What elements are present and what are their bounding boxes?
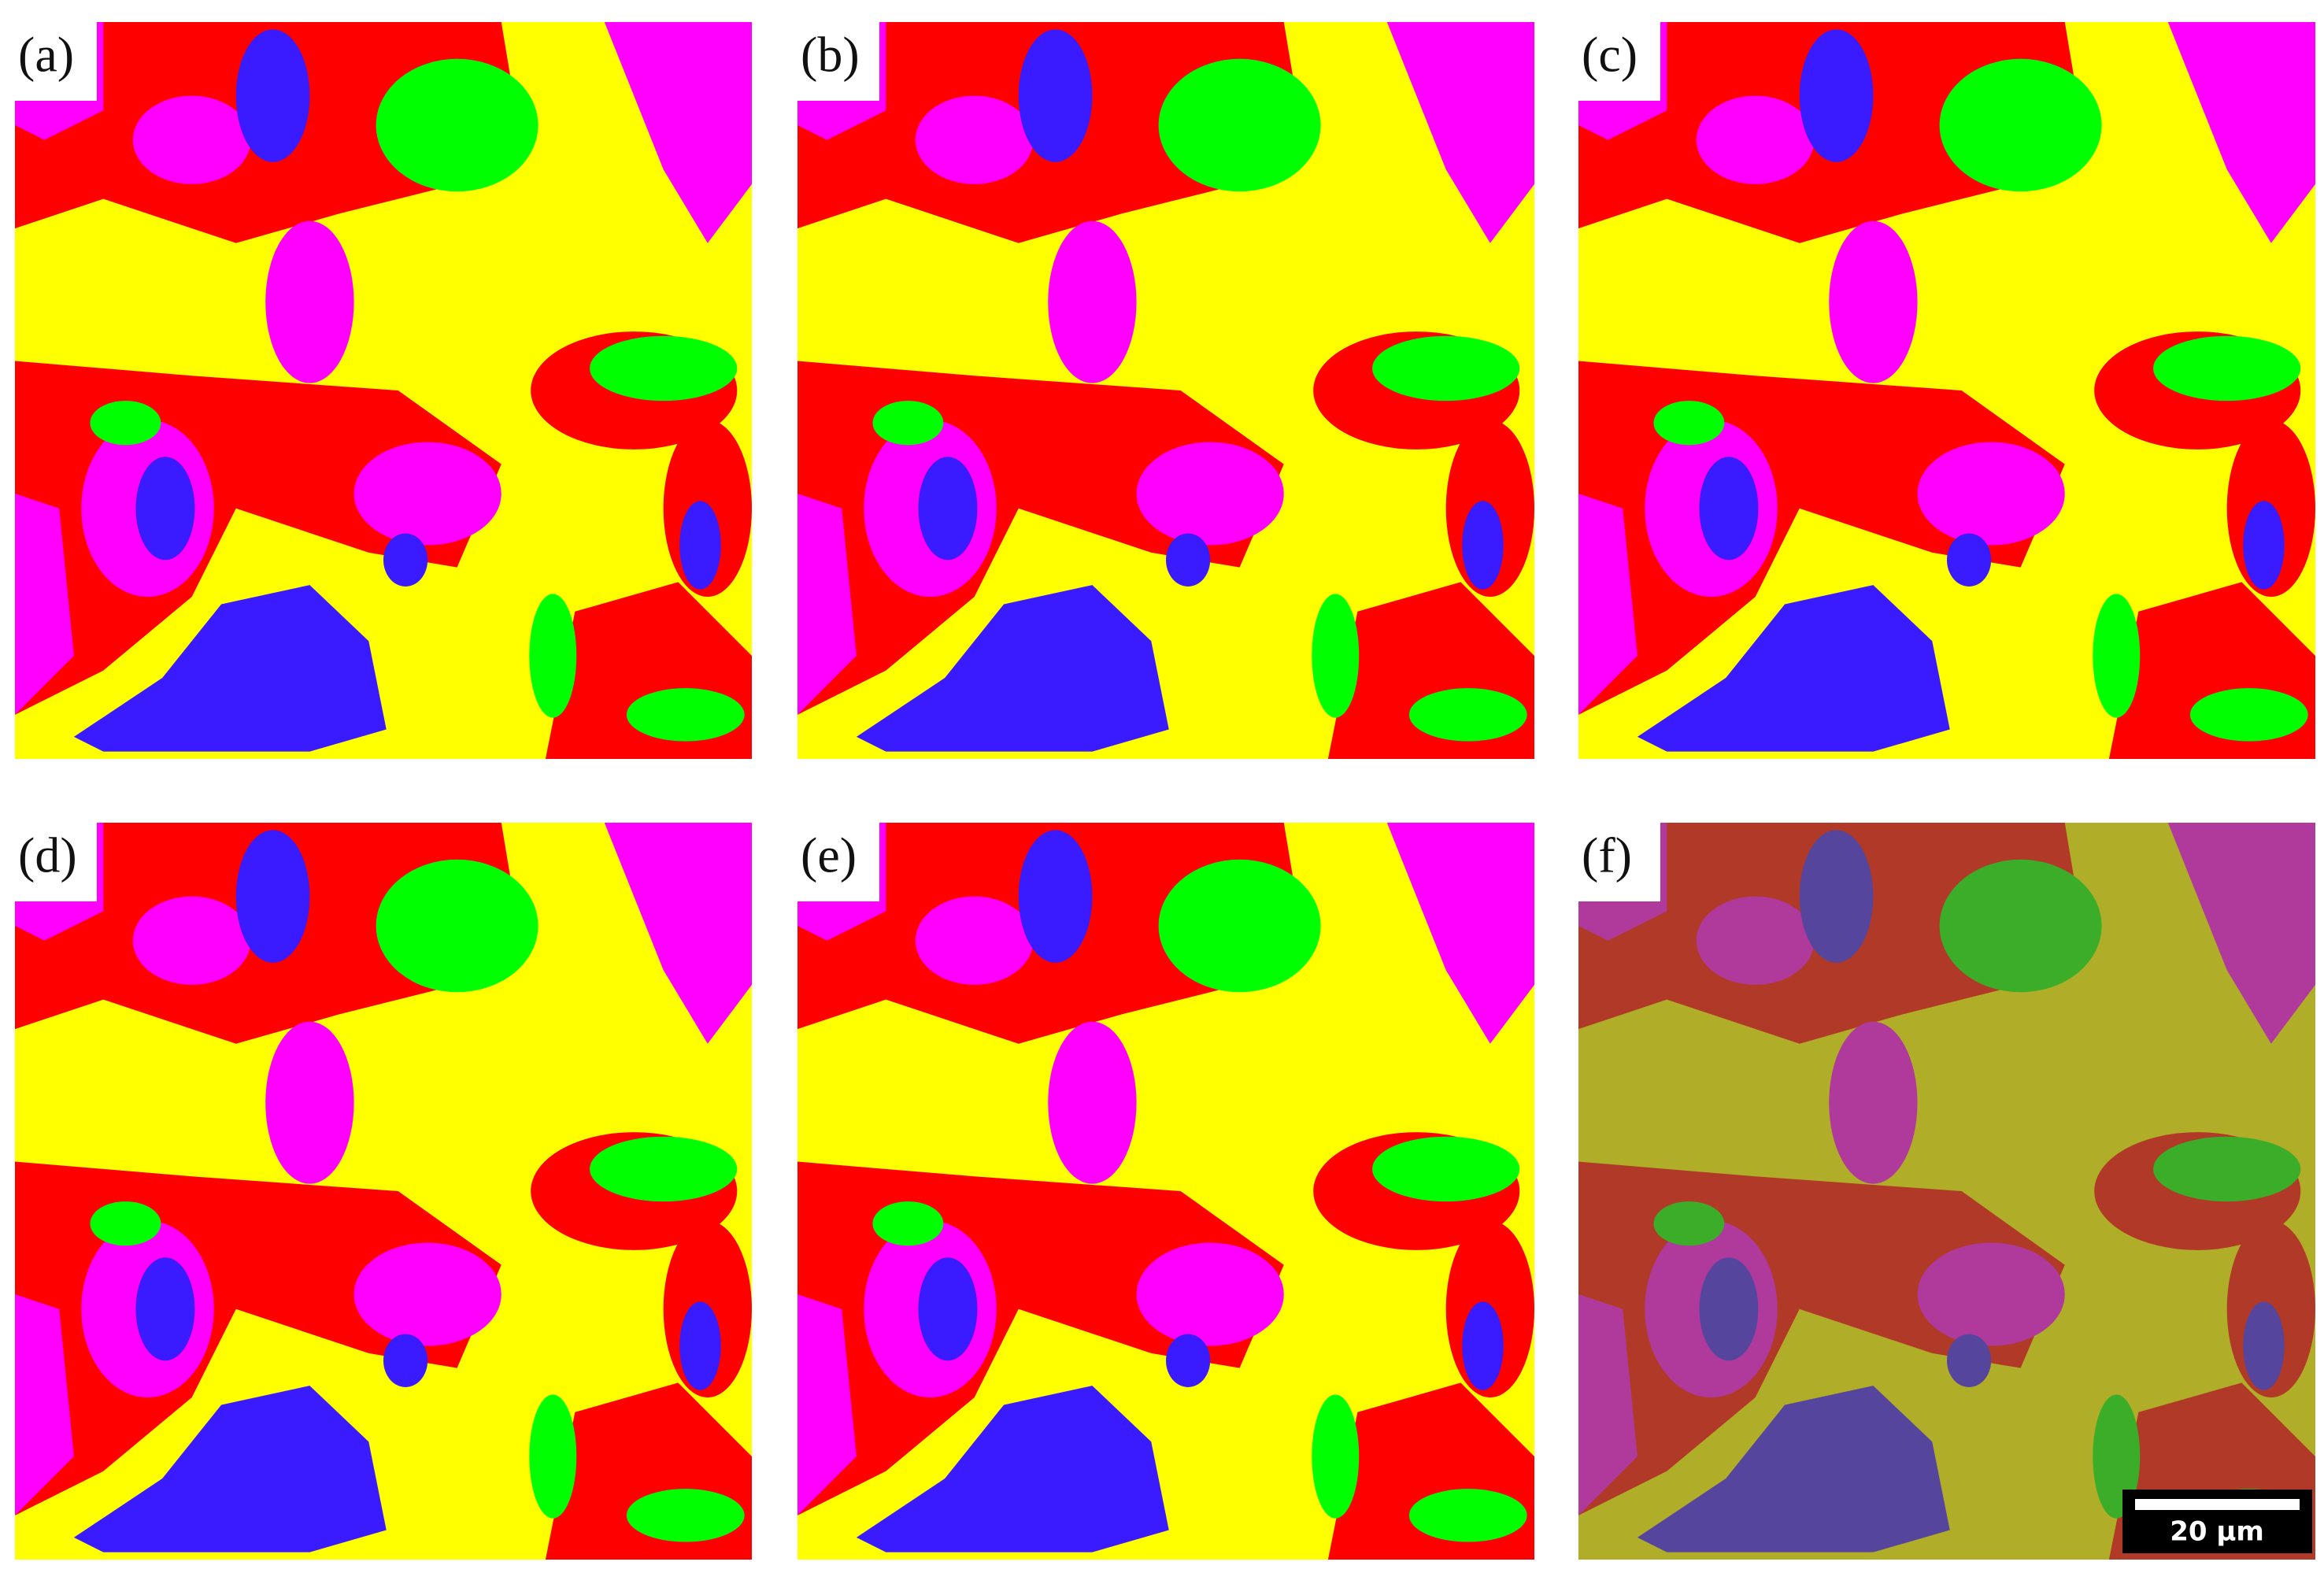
panel-label: (e): [801, 827, 857, 883]
panel: [15, 823, 752, 1560]
label-box: [15, 22, 97, 101]
panel-label: (b): [801, 27, 860, 83]
panel-label: (a): [18, 27, 74, 83]
panel-label: (d): [18, 827, 77, 883]
panel: [1578, 22, 2315, 759]
panel: [15, 22, 752, 759]
label-box: [797, 22, 879, 101]
panel-label: (f): [1582, 827, 1632, 883]
scale-bar-label: 20 µm: [2170, 1516, 2264, 1548]
label-box: [1578, 823, 1660, 901]
panel-label: (c): [1582, 27, 1638, 83]
panel: [1578, 823, 2315, 1560]
panel: [797, 823, 1534, 1560]
scale-bar: [2135, 1499, 2300, 1510]
panel: [797, 22, 1534, 759]
label-box: [797, 823, 879, 901]
label-box: [1578, 22, 1660, 101]
label-box: [15, 823, 97, 901]
